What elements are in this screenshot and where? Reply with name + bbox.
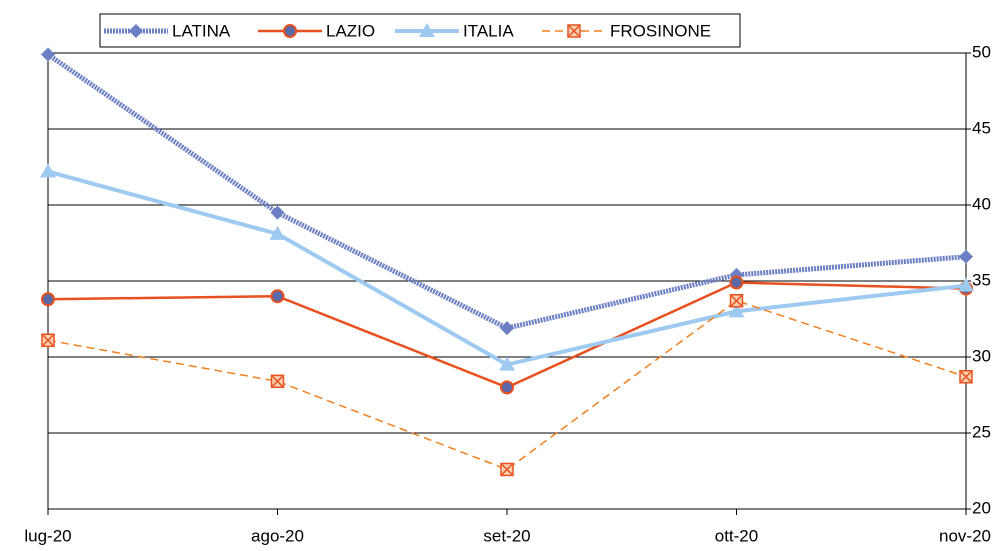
marker-cross xyxy=(42,334,54,346)
marker xyxy=(567,24,581,38)
x-tick-label: ago-20 xyxy=(251,526,304,545)
x-tick-label: ott-20 xyxy=(715,526,758,545)
marker xyxy=(41,333,55,348)
y-tick-label: 20 xyxy=(972,498,991,517)
marker xyxy=(500,462,514,477)
y-tick-label: 40 xyxy=(972,194,991,213)
marker-cross xyxy=(501,463,513,476)
marker xyxy=(283,24,297,38)
marker-cross xyxy=(730,295,743,307)
y-tick-label: 50 xyxy=(972,42,991,61)
legend-label: LATINA xyxy=(172,21,231,40)
series-line xyxy=(46,52,967,331)
legend-label: LAZIO xyxy=(326,21,375,40)
marker xyxy=(729,294,744,308)
marker xyxy=(728,303,745,318)
marker xyxy=(419,23,435,37)
marker xyxy=(270,374,285,389)
marker xyxy=(959,370,973,384)
marker xyxy=(129,24,143,38)
y-tick-label: 25 xyxy=(972,422,991,441)
marker xyxy=(269,225,286,240)
legend-label: FROSINONE xyxy=(610,21,711,40)
marker xyxy=(500,380,514,395)
series-line xyxy=(47,169,967,367)
marker-cross xyxy=(568,25,580,37)
marker xyxy=(270,205,285,220)
legend-label: ITALIA xyxy=(463,21,514,40)
y-tick-label: 45 xyxy=(972,118,991,137)
marker xyxy=(41,292,55,307)
x-tick-label: lug-20 xyxy=(24,526,71,545)
marker-cross xyxy=(960,371,972,383)
marker xyxy=(41,47,55,62)
marker xyxy=(959,249,973,264)
marker xyxy=(729,275,744,290)
marker xyxy=(499,356,515,371)
marker xyxy=(500,321,514,336)
y-tick-label: 30 xyxy=(972,346,991,365)
marker xyxy=(40,163,56,178)
y-tick-label: 35 xyxy=(972,270,991,289)
legend: LATINA LAZIO ITALIA FROSINONE xyxy=(99,13,741,48)
marker xyxy=(270,289,285,304)
marker xyxy=(958,277,974,292)
x-tick-label: nov-20 xyxy=(939,526,991,545)
x-tick-label: set-20 xyxy=(483,526,530,545)
marker-cross xyxy=(271,375,284,387)
